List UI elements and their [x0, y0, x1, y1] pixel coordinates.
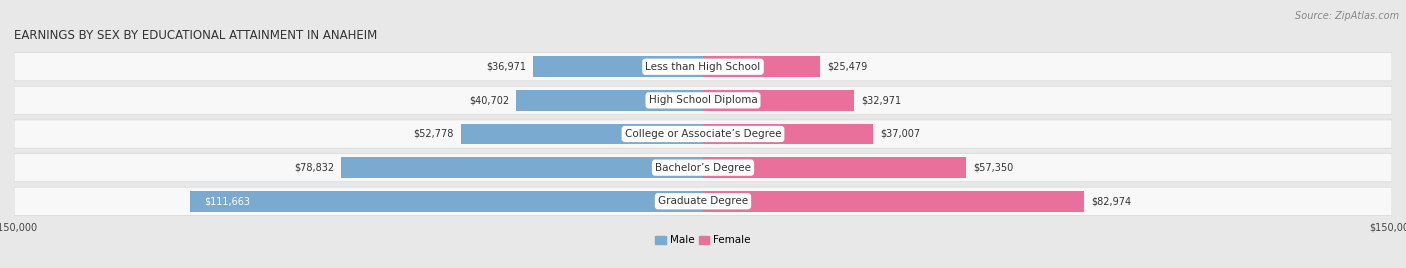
FancyBboxPatch shape	[14, 120, 1392, 148]
Text: $111,663: $111,663	[204, 196, 250, 206]
Text: $25,479: $25,479	[827, 62, 868, 72]
FancyBboxPatch shape	[14, 53, 1392, 81]
Text: High School Diploma: High School Diploma	[648, 95, 758, 105]
Text: $40,702: $40,702	[470, 95, 509, 105]
Bar	[533, 56, 703, 77]
Legend: Male, Female: Male, Female	[655, 235, 751, 245]
Text: $37,007: $37,007	[880, 129, 920, 139]
Text: Less than High School: Less than High School	[645, 62, 761, 72]
Bar	[703, 124, 873, 144]
Bar	[703, 157, 966, 178]
Bar	[461, 124, 703, 144]
Bar	[703, 90, 855, 111]
Text: $52,778: $52,778	[413, 129, 454, 139]
Text: $57,350: $57,350	[973, 163, 1014, 173]
Text: Graduate Degree: Graduate Degree	[658, 196, 748, 206]
Bar	[703, 56, 820, 77]
FancyBboxPatch shape	[14, 86, 1392, 114]
Bar	[516, 90, 703, 111]
Text: College or Associate’s Degree: College or Associate’s Degree	[624, 129, 782, 139]
Bar	[340, 157, 703, 178]
Text: EARNINGS BY SEX BY EDUCATIONAL ATTAINMENT IN ANAHEIM: EARNINGS BY SEX BY EDUCATIONAL ATTAINMEN…	[14, 29, 377, 42]
Bar	[190, 191, 703, 212]
Bar	[703, 191, 1084, 212]
Text: Bachelor’s Degree: Bachelor’s Degree	[655, 163, 751, 173]
Text: $36,971: $36,971	[486, 62, 526, 72]
FancyBboxPatch shape	[14, 187, 1392, 215]
Text: $32,971: $32,971	[862, 95, 901, 105]
Text: Source: ZipAtlas.com: Source: ZipAtlas.com	[1295, 11, 1399, 21]
Text: $78,832: $78,832	[294, 163, 335, 173]
Text: $82,974: $82,974	[1091, 196, 1130, 206]
FancyBboxPatch shape	[14, 154, 1392, 182]
